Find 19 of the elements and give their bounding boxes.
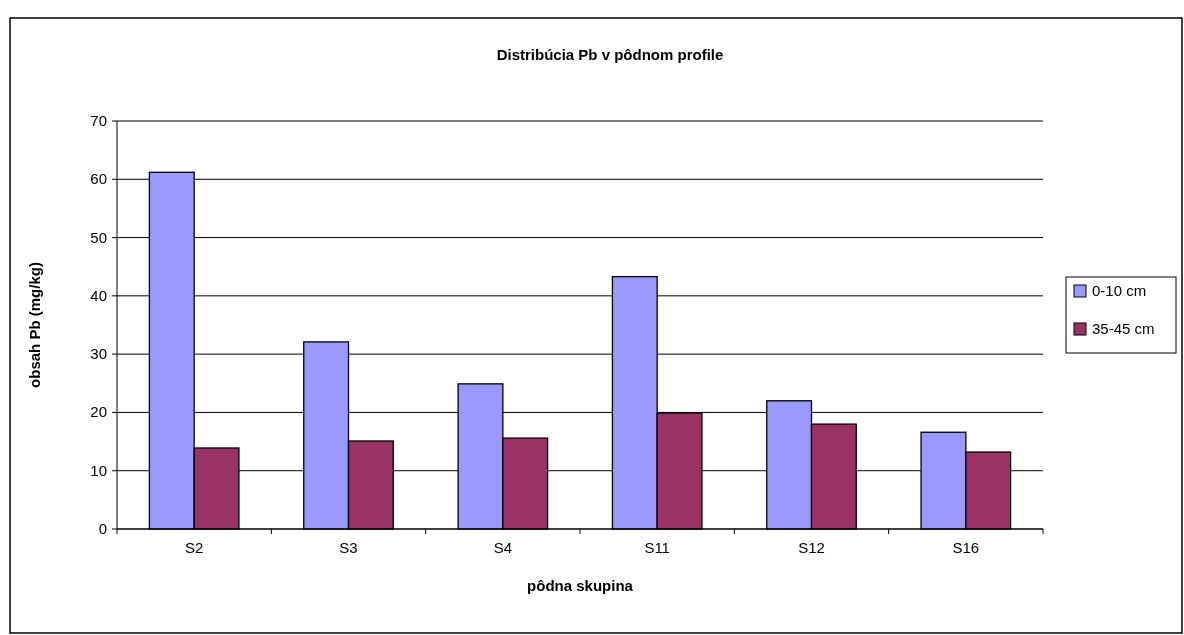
- y-tick-label: 30: [90, 345, 107, 363]
- x-tick-label: S2: [184, 539, 204, 556]
- x-axis-title: pôdna skupina: [527, 577, 634, 594]
- y-tick-label: 40: [90, 286, 107, 304]
- y-tick-label: 60: [90, 170, 107, 188]
- y-tick-label: 0: [98, 520, 107, 537]
- y-tick-label: 10: [90, 461, 107, 479]
- legend-label: 35-45 cm: [1092, 320, 1155, 337]
- x-tick-label: S11: [644, 539, 670, 556]
- x-tick-label: S16: [952, 539, 980, 556]
- y-tick-label: 50: [90, 228, 107, 246]
- x-tick-label: S3: [339, 539, 358, 556]
- x-tick-label: S12: [798, 539, 825, 556]
- y-tick-label: 20: [90, 403, 107, 421]
- y-tick-label: 70: [90, 112, 107, 129]
- x-tick-label: S4: [493, 539, 513, 556]
- y-axis-title: obsah Pb (mg/kg): [26, 262, 43, 388]
- legend-label: 0-10 cm: [1092, 282, 1147, 299]
- chart-title: Distribúcia Pb v pôdnom profile: [496, 46, 724, 63]
